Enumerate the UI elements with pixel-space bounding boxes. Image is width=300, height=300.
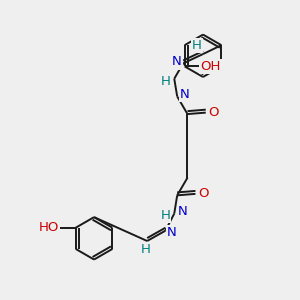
Text: H: H: [160, 208, 170, 222]
Text: H: H: [192, 39, 202, 52]
Text: H: H: [160, 75, 170, 88]
Text: N: N: [180, 88, 189, 101]
Text: O: O: [198, 188, 209, 200]
Text: O: O: [209, 106, 219, 119]
Text: HO: HO: [39, 221, 59, 234]
Text: OH: OH: [200, 60, 221, 73]
Text: N: N: [172, 56, 182, 68]
Text: N: N: [178, 205, 188, 218]
Text: N: N: [167, 226, 177, 239]
Text: H: H: [141, 243, 151, 256]
